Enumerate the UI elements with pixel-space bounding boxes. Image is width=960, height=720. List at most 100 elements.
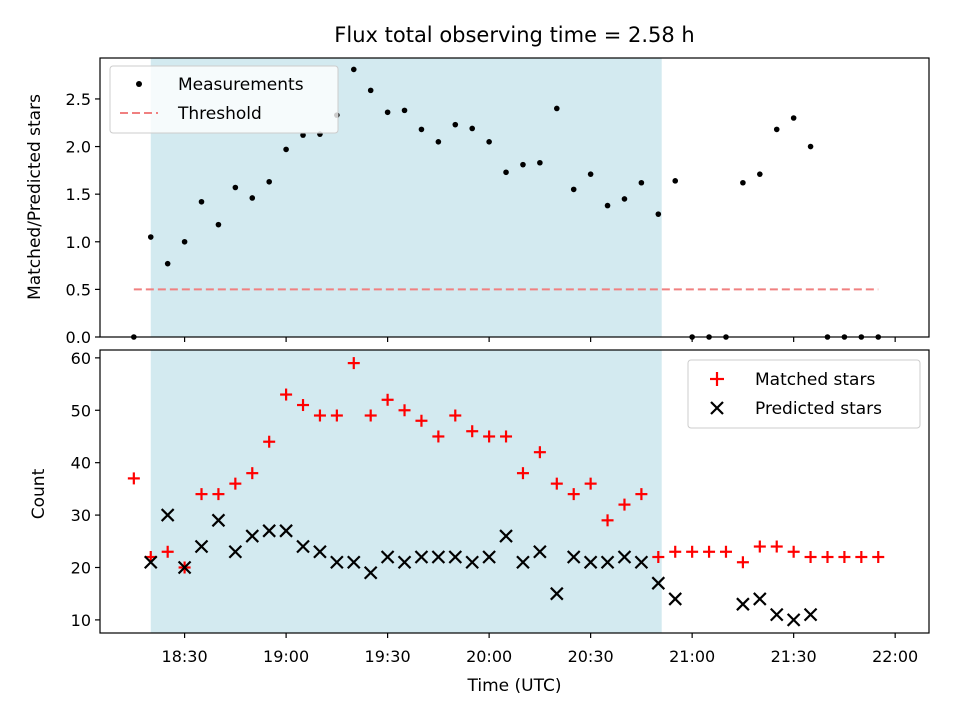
predicted-star-stroke [414,550,429,564]
predicted-star-stroke [279,524,293,538]
predicted-star-point [380,550,395,564]
predicted-star-stroke [313,544,327,559]
predicted-star-point [753,592,767,606]
predicted-star-stroke [330,555,344,570]
matched-star-point [652,551,665,564]
predicted-star-stroke [211,513,226,528]
predicted-star-stroke [160,508,175,522]
legend-threshold-label: Threshold [177,104,262,124]
matched-star-point [127,472,140,485]
top-x-ticks [183,337,896,342]
matched-star-point [195,488,208,501]
matched-star-point [533,446,546,459]
matched-star-point [669,545,682,558]
predicted-star-stroke [431,550,446,564]
predicted-star-point [651,576,666,590]
predicted-star-stroke [363,565,378,580]
predicted-star-stroke [516,555,530,570]
measurement-point [164,260,171,267]
predicted-star-point [566,550,581,564]
measurement-point [587,171,594,177]
bottom-y-tick-label: 20 [71,558,91,577]
predicted-star-point [397,555,412,570]
measurement-point [181,238,188,245]
predicted-star-point [279,524,293,538]
measurement-point [604,202,611,209]
matched-star-point [398,404,411,417]
legend-matched-marker [710,372,724,386]
top-panel: Flux total observing time = 2.58 h 0.00.… [25,23,930,347]
matched-star-point [601,514,614,527]
bottom-y-tick-label: 60 [71,349,91,368]
measurement-point [570,186,577,193]
matched-star-point [838,551,851,564]
measurement-point [283,146,289,153]
measurement-point [655,211,662,217]
measurement-point [384,109,391,116]
bottom-x-tick-label: 19:30 [365,647,411,666]
predicted-star-point [736,597,750,611]
measurement-point [401,107,408,114]
predicted-star-stroke [753,592,767,606]
bottom-x-tick-label: 21:30 [771,647,817,666]
matched-star-point [787,545,800,558]
matched-star-point [584,477,597,490]
predicted-star-point [550,586,564,601]
legend-matched-label: Matched stars [755,370,875,390]
bottom-x-tick-label: 19:00 [263,647,309,666]
predicted-star-stroke [245,529,260,543]
predicted-star-stroke [177,560,192,575]
predicted-star-stroke [533,544,547,559]
predicted-star-stroke [769,607,784,622]
predicted-star-stroke [736,597,750,611]
top-legend: Measurements Threshold [109,65,339,134]
measurement-point [773,126,780,133]
measurement-point [486,138,492,145]
bottom-y-tick-label: 10 [71,611,91,630]
matched-star-point [804,551,817,564]
matched-star-point [719,545,732,558]
top-y-tick-label: 2.5 [66,90,91,109]
predicted-star-point [228,544,243,559]
predicted-star-stroke [668,592,683,606]
top-y-tick-label: 1.0 [66,233,91,252]
top-plot-frame [99,57,930,338]
predicted-star-stroke [617,550,632,564]
measurement-point [198,198,205,205]
predicted-star-stroke [634,555,649,570]
measurement-point [300,132,306,138]
predicted-star-point [583,555,598,570]
measurement-point [215,221,222,228]
bottom-y-tick-label: 40 [71,454,91,473]
predicted-star-stroke [550,586,564,601]
predicted-star-stroke [194,539,209,554]
matched-star-point [635,488,648,501]
predicted-star-point [482,550,496,564]
measurement-point [638,179,645,186]
predicted-star-point [448,550,463,564]
predicted-star-point [803,607,818,622]
matched-star-point [550,477,563,490]
predicted-star-point [668,592,683,606]
matched-star-point [161,545,174,558]
measurement-point [367,87,374,94]
matched-star-point [516,467,529,480]
predicted-star-point [499,529,513,543]
measurement-point [757,171,763,177]
predicted-star-point [262,524,276,538]
top-y-tick-label: 2.0 [66,138,91,157]
predicted-star-stroke [566,550,581,564]
predicted-star-stroke [465,555,479,570]
bottom-x-tick-label: 18:30 [162,647,208,666]
matched-star-point [364,409,377,422]
matched-star-point [466,425,479,438]
predicted-star-point [363,565,378,580]
matched-star-point [686,545,699,558]
predicted-star-point [160,508,175,522]
predicted-star-point [533,544,547,559]
measurement-point [807,143,814,150]
bottom-legend: Matched stars Predicted stars [687,359,921,429]
matched-star-point [229,477,242,490]
predicted-star-point [143,555,158,570]
